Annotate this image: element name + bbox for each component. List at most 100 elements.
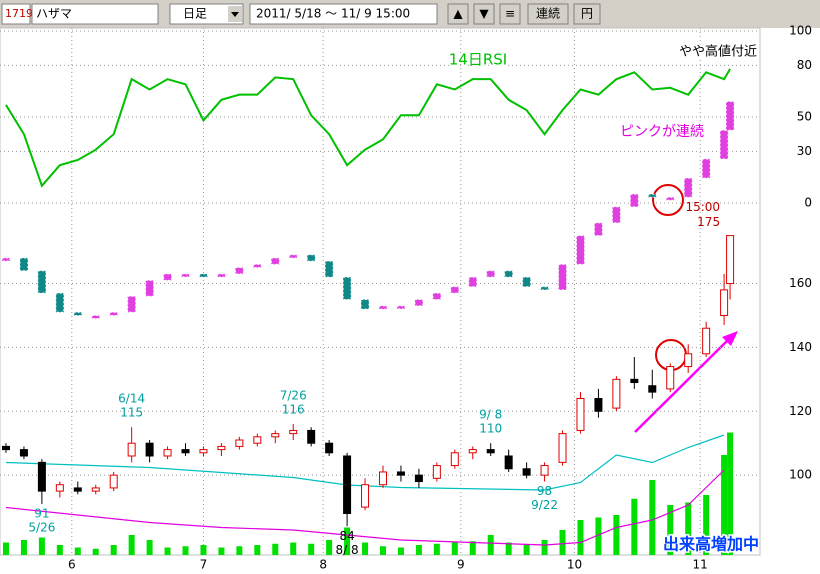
- y-tick-label: 0: [804, 196, 812, 210]
- stock-name: ハザマ: [36, 7, 72, 21]
- candle-body: [450, 452, 459, 467]
- high-value: 110: [479, 422, 502, 436]
- candle-body: [468, 449, 477, 454]
- volume-bar: [92, 548, 99, 555]
- candle-body: [432, 465, 441, 479]
- x-tick-label: 7: [200, 558, 208, 572]
- volume-bar: [128, 535, 135, 555]
- volume-bar: [631, 498, 638, 555]
- toolbar-button[interactable]: [573, 3, 601, 25]
- overlay-brick: [558, 263, 568, 291]
- overlay-brick: [55, 292, 65, 313]
- overlay-brick: [593, 222, 603, 237]
- candle-body: [109, 474, 118, 489]
- annotation: 14日RSI: [449, 51, 507, 69]
- overlay-brick: [611, 206, 621, 224]
- candle-body: [486, 449, 495, 454]
- candle-body: [540, 465, 549, 476]
- candle-body: [684, 353, 693, 368]
- overlay-brick: [504, 270, 514, 278]
- overlay-brick: [91, 314, 101, 319]
- overlay-brick: [414, 298, 424, 307]
- low-date: 9/22: [531, 498, 558, 512]
- period-select[interactable]: [169, 3, 244, 25]
- candle-body: [199, 449, 208, 454]
- overlay-brick: [198, 273, 208, 278]
- low-value: 84: [339, 529, 354, 543]
- candle-body: [217, 445, 226, 451]
- candle-body: [720, 289, 729, 316]
- overlay-brick: [1, 257, 11, 262]
- candle-body: [73, 487, 82, 492]
- highlight-circle: [652, 184, 684, 216]
- high-value: 115: [120, 406, 143, 420]
- low-value: 98: [537, 484, 552, 498]
- overlay-brick: [540, 286, 550, 291]
- volume-bar: [236, 546, 243, 555]
- overlay-brick: [163, 273, 173, 281]
- volume-bar: [433, 543, 440, 555]
- volume-bar: [415, 545, 422, 555]
- annotation: やや高値付近: [679, 44, 757, 60]
- overlay-brick: [575, 235, 585, 265]
- overlay-brick: [324, 260, 334, 278]
- volume-bar: [703, 495, 710, 555]
- overlay-brick: [109, 311, 119, 316]
- volume-bar: [523, 545, 530, 555]
- period: 日足: [183, 7, 207, 21]
- candle-body: [289, 429, 298, 435]
- toolbar-button[interactable]: [499, 3, 521, 25]
- candle-body: [325, 442, 334, 454]
- overlay-brick: [701, 158, 711, 179]
- overlay-brick: [647, 193, 657, 198]
- date-range: 2011/ 5/18 ～ 11/ 9 15:00: [256, 7, 410, 21]
- volume-bar: [397, 547, 404, 555]
- candle-body: [378, 471, 387, 486]
- overlay-brick: [37, 270, 47, 294]
- volume-bar: [451, 542, 458, 555]
- volume-ma-line: [5, 434, 725, 491]
- stock-code: 1719: [5, 7, 33, 20]
- high-date: 9/ 8: [479, 408, 502, 422]
- toolbar-button[interactable]: [527, 3, 569, 25]
- high-date: 6/14: [118, 392, 145, 406]
- candle-body: [1, 445, 10, 451]
- volume-bar: [559, 530, 566, 555]
- y-tick-label: 80: [797, 58, 812, 72]
- overlay-brick: [725, 100, 735, 131]
- trend-arrow: [634, 339, 729, 433]
- candle-body: [91, 487, 100, 492]
- button-label: 円: [581, 7, 593, 21]
- x-tick-label: 8: [319, 558, 327, 572]
- candle-body: [630, 378, 639, 384]
- code-box[interactable]: [1, 3, 31, 25]
- candle-body: [163, 449, 172, 457]
- volume-bar: [379, 546, 386, 555]
- candle-body: [19, 449, 28, 457]
- rsi-line: [5, 68, 731, 188]
- x-tick-label: 10: [567, 558, 582, 572]
- overlay-brick: [396, 305, 406, 310]
- volume-bar: [649, 480, 656, 555]
- volume-bar: [727, 432, 734, 555]
- volume-bar: [110, 545, 117, 555]
- candle-body: [127, 442, 136, 457]
- name-box[interactable]: [31, 3, 159, 25]
- volume-bar: [74, 547, 81, 555]
- y-tick-label: 140: [789, 340, 812, 354]
- toolbar-button[interactable]: [447, 3, 469, 25]
- button-label: ≡: [505, 7, 515, 21]
- candle-body: [726, 235, 735, 285]
- toolbar-button[interactable]: [473, 3, 495, 25]
- candle-body: [343, 455, 352, 514]
- overlay-brick: [252, 263, 262, 269]
- button-label: ▼: [479, 7, 489, 21]
- candle-body: [361, 484, 370, 508]
- volume-bar: [254, 545, 261, 555]
- overlay-brick: [127, 295, 137, 313]
- overlay-brick: [288, 254, 298, 259]
- candle-body: [181, 449, 190, 454]
- candle-body: [666, 366, 675, 390]
- overlay-brick: [522, 276, 532, 288]
- high-date: 7/26: [280, 389, 307, 403]
